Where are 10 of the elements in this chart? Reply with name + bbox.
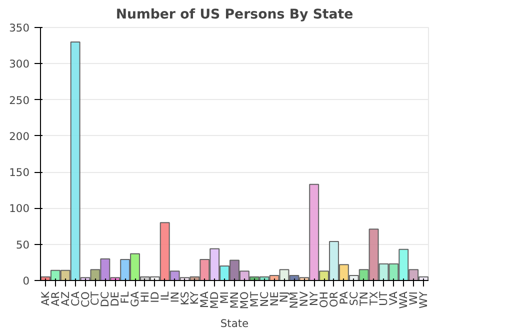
chart-title: Number of US Persons By State <box>116 8 354 22</box>
y-tick-label: 300 <box>9 58 30 71</box>
x-axis-title: State <box>220 317 249 330</box>
y-tick-label: 250 <box>9 94 30 107</box>
y-tick-label: 350 <box>9 22 30 34</box>
y-tick-label: 100 <box>9 202 30 216</box>
y-tick-label: 50 <box>16 238 30 252</box>
y-tick-label: 200 <box>9 130 30 143</box>
y-tick-label: 0 <box>22 274 30 288</box>
y-tick-label: 150 <box>9 166 30 180</box>
